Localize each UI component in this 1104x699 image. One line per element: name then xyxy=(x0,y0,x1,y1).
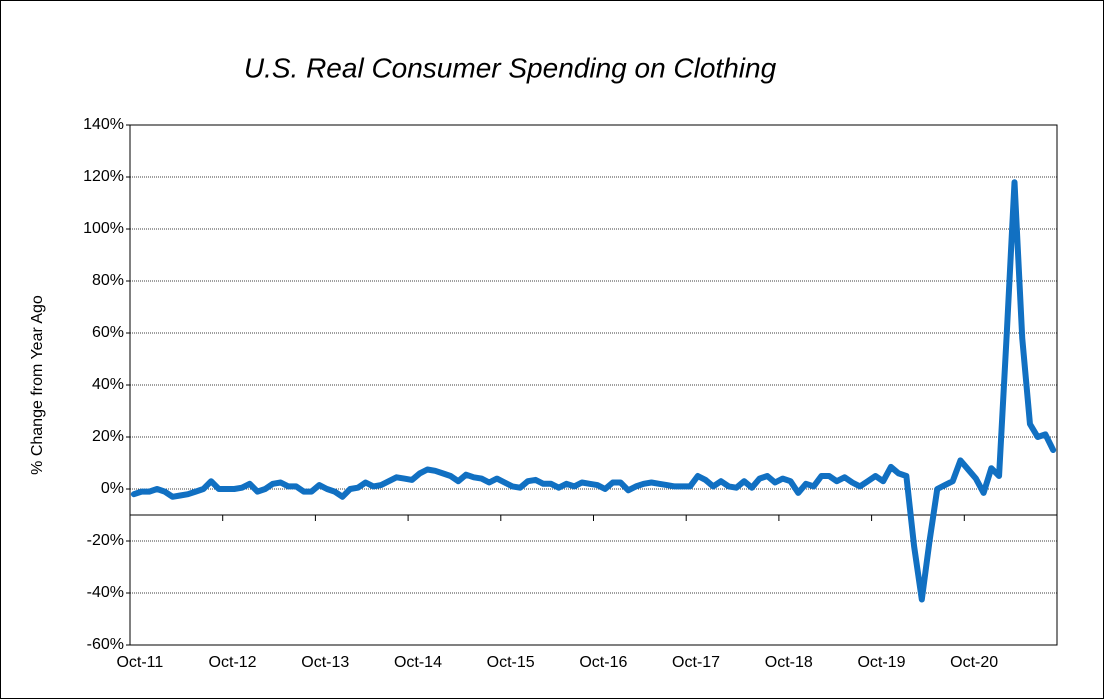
y-tick-label: 0% xyxy=(101,480,124,497)
x-tick-label: Oct-13 xyxy=(301,654,349,671)
chart-title: U.S. Real Consumer Spending on Clothing xyxy=(244,52,777,83)
data-line xyxy=(130,179,1057,603)
x-tick-label: Oct-16 xyxy=(579,654,627,671)
x-tick-label: Oct-14 xyxy=(394,654,442,671)
x-tick-label: Oct-11 xyxy=(116,654,163,671)
y-tick-label: 60% xyxy=(92,324,124,341)
y-tick-label: 40% xyxy=(92,376,124,393)
x-tick-label: Oct-19 xyxy=(857,654,905,671)
x-tick-label: Oct-20 xyxy=(950,654,998,671)
y-tick-label: 20% xyxy=(92,428,124,445)
y-tick-label: 80% xyxy=(92,272,124,289)
y-tick-label: -20% xyxy=(87,532,124,549)
x-tick-label: Oct-18 xyxy=(765,654,813,671)
y-tick-label: -40% xyxy=(87,584,124,601)
y-tick-label: 100% xyxy=(83,220,124,237)
x-tick-label: Oct-15 xyxy=(487,654,535,671)
y-tick-label: 120% xyxy=(83,168,124,185)
y-tick-label: 140% xyxy=(83,116,124,133)
y-axis-label: % Change from Year Ago xyxy=(29,295,46,475)
y-tick-label: -60% xyxy=(87,636,124,653)
x-tick-label: Oct-12 xyxy=(209,654,257,671)
x-tick-label: Oct-17 xyxy=(672,654,720,671)
plot-border xyxy=(129,124,1058,646)
